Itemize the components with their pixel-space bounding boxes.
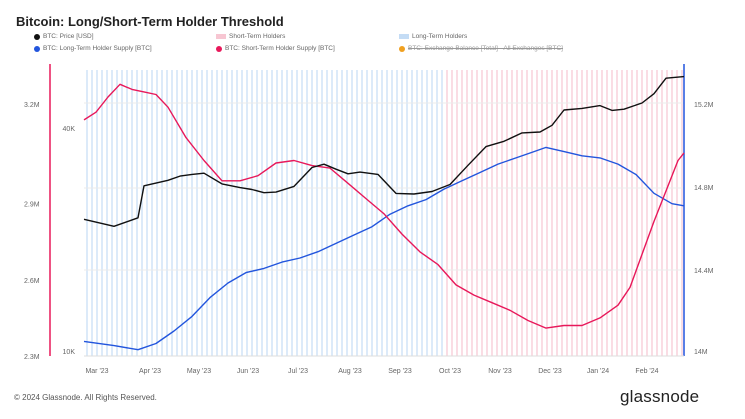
legend-label-long-term-holders: Long-Term Holders xyxy=(412,33,468,40)
y-right-tick-label: 15.2M xyxy=(694,102,714,109)
series-lines xyxy=(83,75,685,351)
y-right-tick-label: 14.8M xyxy=(694,185,714,192)
y-left-tick-label: 3.2M xyxy=(24,102,40,109)
y-left-tick-label: 2.6M xyxy=(24,278,40,285)
legend-marker-lth-supply xyxy=(34,45,40,52)
legend-item-btc-price[interactable]: BTC: Price [USD] xyxy=(34,33,94,40)
x-tick-label: Dec '23 xyxy=(538,368,562,375)
legend-label-price: BTC: Price [USD] xyxy=(43,33,94,40)
legend-item-long-term-holders[interactable]: Long-Term Holders xyxy=(399,33,467,40)
holder-bands xyxy=(86,70,683,356)
copyright-text: © 2024 Glassnode. All Rights Reserved. xyxy=(14,393,157,402)
legend-item-short-term-holders[interactable]: Short-Term Holders xyxy=(216,33,285,40)
x-tick-label: Sep '23 xyxy=(388,368,412,375)
x-tick-label: Feb '24 xyxy=(635,368,658,375)
legend-label-short-term-holders: Short-Term Holders xyxy=(229,33,286,40)
y-left-tick-label: 2.3M xyxy=(24,354,40,361)
y-price-tick-label: 10K xyxy=(63,349,76,356)
legend-marker-short-term-holders xyxy=(216,34,226,39)
series-line-sth-supply xyxy=(83,83,685,329)
band-short-term-holders xyxy=(446,70,683,356)
x-tick-label: May '23 xyxy=(187,368,211,375)
y-left-tick-label: 2.9M xyxy=(24,202,40,209)
band-long-term-holders xyxy=(86,70,443,356)
legend-marker-long-term-holders xyxy=(399,34,409,39)
y-price-tick-label: 40K xyxy=(63,126,76,133)
y-right-tick-label: 14M xyxy=(694,349,708,356)
chart-title: Bitcoin: Long/Short-Term Holder Threshol… xyxy=(16,14,284,29)
legend-marker-exchange-balance xyxy=(399,45,405,52)
brand-logo: glassnode xyxy=(620,387,700,406)
x-tick-label: Jun '23 xyxy=(237,368,259,375)
legend-label-exchange-balance: BTC: Exchange Balance [Total] - All Exch… xyxy=(408,45,563,52)
series-line-btc-price xyxy=(83,75,685,228)
legend-item-sth-supply[interactable]: BTC: Short-Term Holder Supply [BTC] xyxy=(216,45,335,52)
tick-labels: 2.3M 2.6M 2.9M 3.2M 10K 40K 14M 14.4M 14.8M 15.2M… xyxy=(24,102,714,375)
legend-marker-price xyxy=(34,33,40,40)
x-tick-label: Mar '23 xyxy=(85,368,108,375)
x-tick-label: Jul '23 xyxy=(288,368,308,375)
x-tick-label: Apr '23 xyxy=(139,368,161,375)
gridlines xyxy=(84,102,684,271)
x-tick-label: Nov '23 xyxy=(488,368,512,375)
series-line-lth-supply xyxy=(83,146,685,351)
legend-label-sth-supply: BTC: Short-Term Holder Supply [BTC] xyxy=(225,45,335,52)
legend-item-lth-supply[interactable]: BTC: Long-Term Holder Supply [BTC] xyxy=(34,45,152,52)
x-tick-label: Oct '23 xyxy=(439,368,461,375)
x-tick-label: Aug '23 xyxy=(338,368,362,375)
legend-item-exchange-balance[interactable]: BTC: Exchange Balance [Total] - All Exch… xyxy=(399,45,563,52)
legend-label-lth-supply: BTC: Long-Term Holder Supply [BTC] xyxy=(43,45,152,52)
y-right-tick-label: 14.4M xyxy=(694,268,714,275)
legend-marker-sth-supply xyxy=(216,45,222,52)
x-tick-label: Jan '24 xyxy=(587,368,609,375)
axes xyxy=(49,64,685,357)
